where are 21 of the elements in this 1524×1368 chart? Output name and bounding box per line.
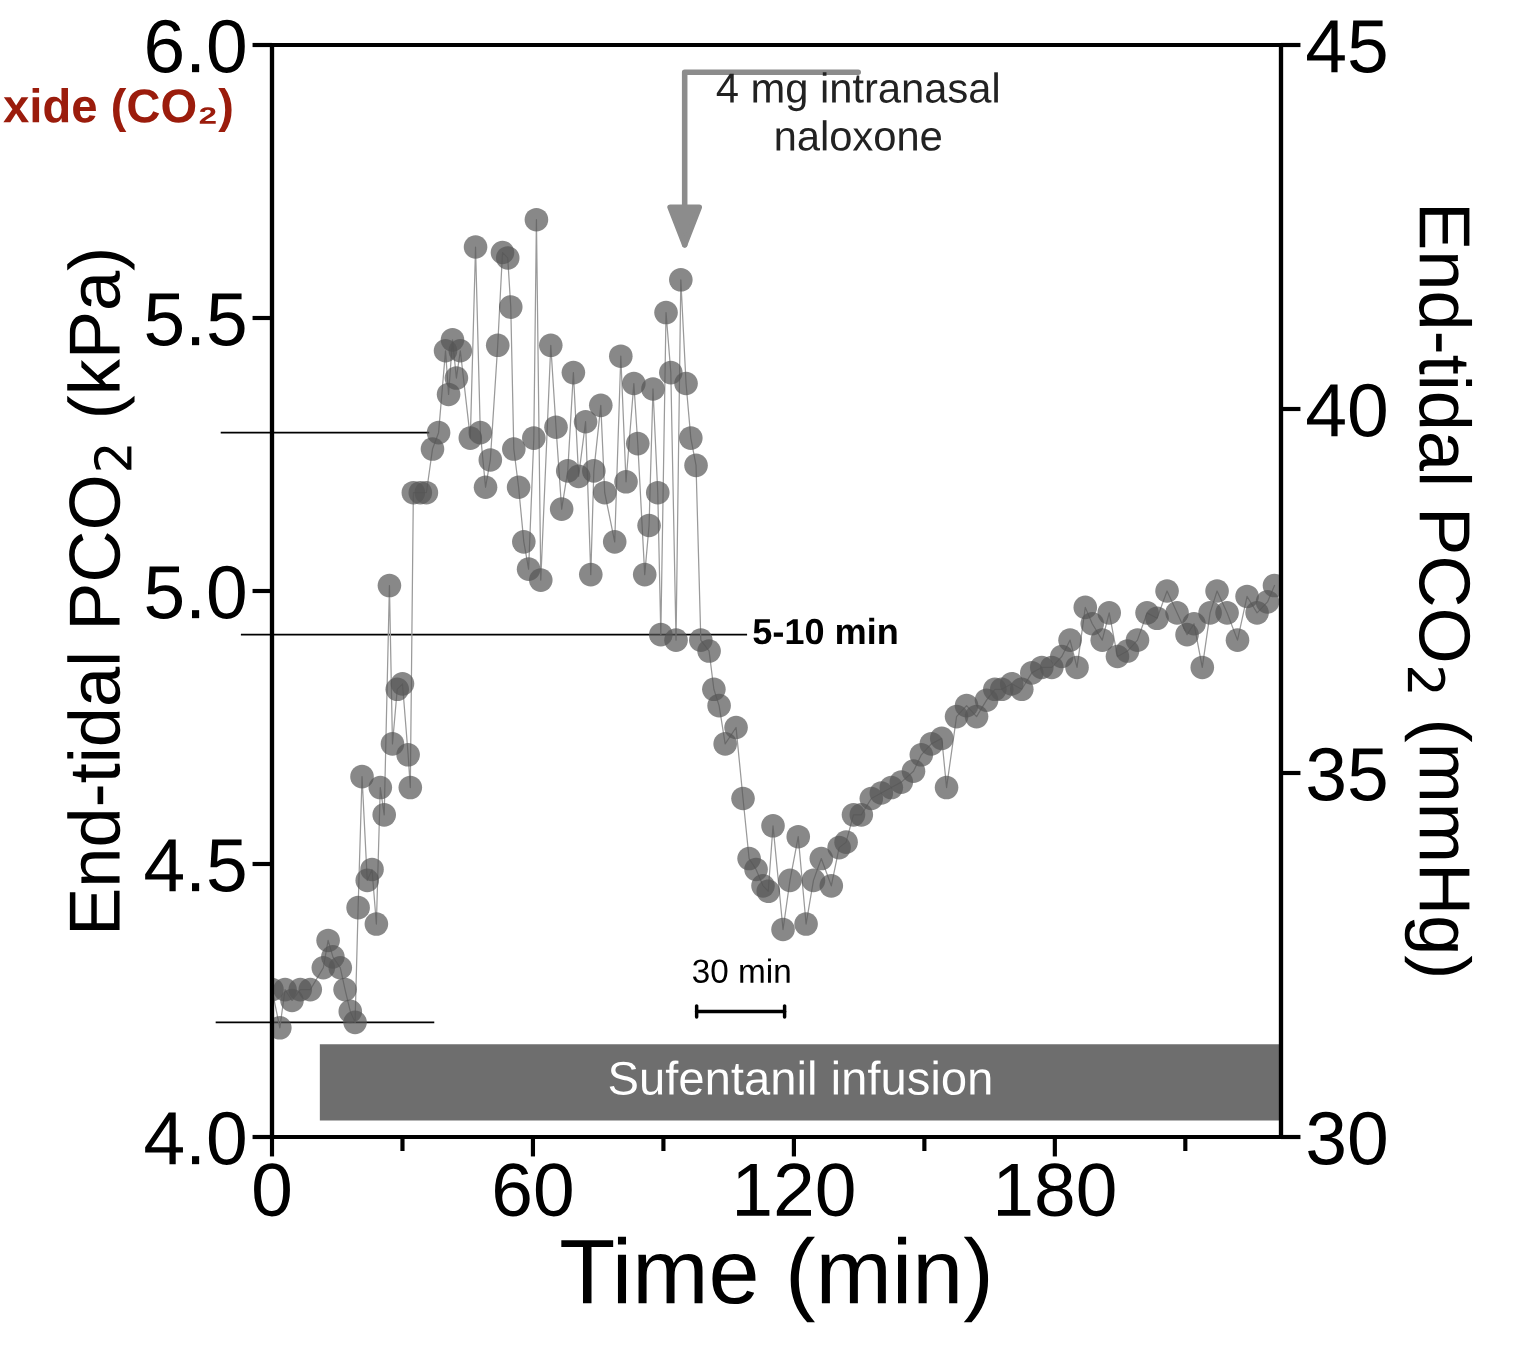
y2-tick-label: 30 (1308, 1111, 1386, 1165)
y2-axis-title: End-tidal PCO$_{2}$ (mmHg) (1404, 208, 1473, 975)
y2-tick-label: 40 (1307, 383, 1386, 437)
y-tick-label: 4.0 (145, 1111, 245, 1165)
annotation: 4 mg intranasal naloxone (716, 72, 998, 151)
annotation: 30 min (692, 958, 790, 983)
y-tick-label: 4.5 (145, 839, 245, 892)
x-tick-label: 0 (254, 1163, 290, 1217)
y2-tick-label: 45 (1307, 20, 1386, 73)
x-tick-label: 120 (737, 1163, 854, 1217)
y-tick-label: 6.0 (147, 19, 245, 73)
x-tick-label: 180 (998, 1163, 1115, 1217)
band-label: Sufentanil infusion (609, 1060, 991, 1096)
x-tick-label: 60 (495, 1163, 572, 1217)
ref-line-label: 5-10 min (753, 617, 897, 645)
y2-tick-label: 35 (1308, 747, 1386, 801)
y-tick-label: 5.5 (146, 293, 245, 346)
y-tick-label: 5.0 (146, 565, 245, 619)
text: xide (CO₂) (3, 87, 232, 133)
x-axis-title: Time (min) (561, 1236, 989, 1323)
y-axis-title: End-tidal PCO$_{2}$ (kPa) (67, 251, 135, 930)
